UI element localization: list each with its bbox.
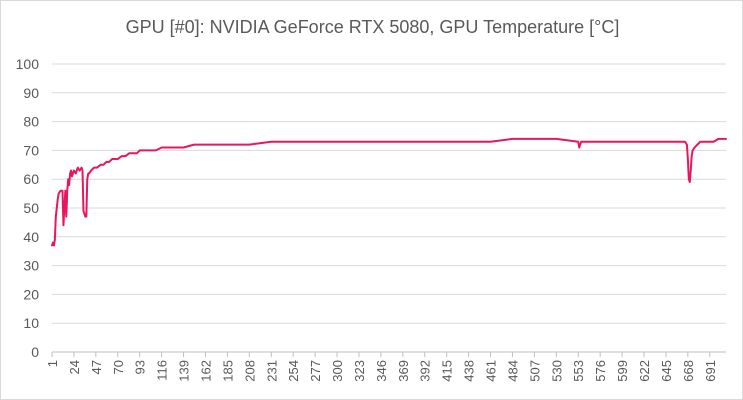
x-tick-label: 208	[242, 360, 257, 382]
x-tick-label: 185	[220, 360, 235, 382]
x-tick-label: 438	[462, 360, 477, 382]
x-tick-label: 622	[637, 360, 652, 382]
y-tick-label: 10	[23, 315, 39, 331]
x-axis: 1 24 47 70 93 116 139 162 185 208 231 254 277 300 323 3…	[45, 351, 726, 382]
y-tick-label: 70	[23, 142, 39, 158]
x-tick-label: 576	[593, 360, 608, 382]
x-tick-label: 116	[155, 360, 170, 381]
x-tick-label: 415	[440, 360, 455, 382]
x-tick-label: 553	[571, 360, 586, 382]
y-tick-label: 40	[23, 229, 39, 245]
x-tick-label: 93	[133, 360, 148, 374]
y-tick-label: 80	[23, 114, 39, 130]
x-tick-label: 162	[198, 360, 213, 382]
x-tick-label: 369	[396, 360, 411, 382]
y-tick-label: 30	[23, 258, 39, 274]
x-tick-label: 254	[286, 360, 301, 382]
x-tick-label: 599	[615, 360, 630, 382]
x-tick-label: 1	[45, 360, 60, 367]
x-tick-label: 668	[681, 360, 696, 382]
x-tick-label: 645	[659, 360, 674, 382]
x-tick-label: 47	[89, 360, 104, 374]
x-tick-label: 300	[330, 360, 345, 382]
series-layer	[51, 137, 727, 247]
chart-title: GPU [#0]: NVIDIA GeForce RTX 5080, GPU T…	[125, 17, 620, 37]
x-tick-label: 461	[484, 360, 499, 382]
x-tick-label: 392	[418, 360, 433, 382]
x-tick-label: 507	[527, 360, 542, 382]
x-tick-label: 277	[308, 360, 323, 382]
gridlines	[52, 63, 726, 324]
y-tick-label: 60	[23, 171, 39, 187]
y-tick-label: 90	[23, 85, 39, 101]
x-tick-label: 323	[352, 360, 367, 382]
x-tick-label: 139	[177, 360, 192, 382]
x-tick-label: 231	[264, 360, 279, 382]
x-tick-label: 484	[505, 360, 520, 382]
y-tick-label: 20	[23, 286, 39, 302]
y-axis: 0 10 20 30 40 50 60 70 80 90 100	[16, 56, 40, 360]
y-tick-label: 100	[16, 56, 40, 72]
y-tick-label: 0	[31, 344, 39, 360]
y-tick-label: 50	[23, 200, 39, 216]
x-tick-label: 70	[111, 360, 126, 374]
series-line-0	[51, 137, 727, 247]
x-tick-label: 24	[67, 360, 82, 374]
x-tick-label: 346	[374, 360, 389, 382]
x-tick-label: 530	[549, 360, 564, 382]
x-tick-label: 691	[703, 360, 718, 382]
